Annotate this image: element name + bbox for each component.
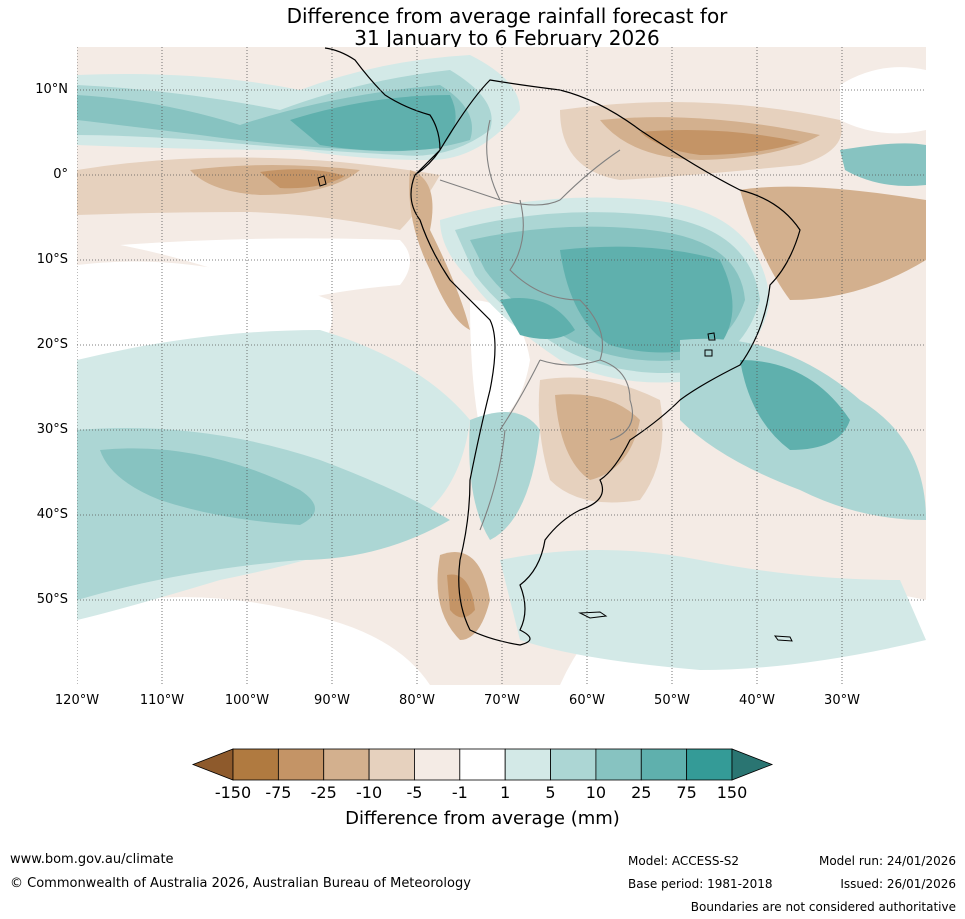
wet-anomaly-equatorial-atlantic [840, 143, 926, 186]
near-normal-region [840, 67, 926, 134]
colorbar-tick-label: -5 [406, 783, 423, 802]
colorbar [191, 748, 774, 781]
colorbar-tick-label: -10 [356, 783, 383, 802]
dry-anomaly-coast [409, 170, 470, 330]
galapagos-islands [317, 175, 327, 187]
wet-anomaly-bolivia [500, 298, 575, 339]
lon-label: 90°W [314, 693, 350, 708]
lon-label: 30°W [824, 693, 860, 708]
colorbar-segment [414, 748, 461, 781]
footer-model: Model: ACCESS-S2 [628, 854, 740, 868]
lat-label: 40°S [36, 507, 68, 522]
dry-anomaly-ne-brazil [740, 186, 926, 300]
lon-label: 40°W [739, 693, 775, 708]
colorbar-tick-label: 1 [500, 783, 511, 802]
wet-anomaly-south-atlantic [500, 550, 926, 670]
dry-anomaly-argentina-core [555, 394, 640, 480]
colorbar-segment [640, 748, 688, 781]
wet-anomaly-amazon-core [560, 246, 733, 353]
colorbar-tick-label: -150 [214, 783, 252, 802]
wet-anomaly-se-atlantic-core [740, 360, 850, 450]
lon-label: 120°W [54, 693, 100, 708]
footer-url: www.bom.gov.au/climate [10, 852, 174, 867]
colorbar-segment [459, 748, 506, 781]
lon-label: 70°W [484, 693, 520, 708]
colorbar-label: Difference from average (mm) [345, 808, 620, 829]
footer-model-run: Model run: 24/01/2026 [818, 854, 956, 868]
near-normal-region [77, 597, 430, 685]
map-title-line-2: 31 January to 6 February 2026 [354, 26, 660, 50]
colorbar-segment [686, 748, 733, 781]
south-georgia-island [773, 635, 793, 642]
colorbar-tick-label: -25 [310, 783, 337, 802]
footer-issued: Issued: 26/01/2026 [840, 877, 956, 891]
lon-label: 100°W [224, 693, 270, 708]
colorbar-segment [504, 748, 551, 781]
near-normal-region [470, 300, 530, 430]
colorbar-tick-label: -75 [265, 783, 292, 802]
dry-anomaly-core [260, 169, 345, 189]
colorbar-segment [277, 748, 325, 781]
wet-anomaly-south-pacific-core [100, 448, 315, 525]
colorbar-segment [550, 748, 597, 781]
dry-anomaly-south-chile-core [447, 574, 475, 618]
falkland-islands [578, 611, 608, 619]
near-normal-region [120, 238, 410, 300]
map-title-line-1: Difference from average rainfall forecas… [286, 4, 728, 28]
colorbar-arrow-high [731, 748, 774, 781]
colorbar-tick-label: 10 [585, 783, 607, 802]
colorbar-segment [323, 748, 370, 781]
lat-label: 10°S [36, 252, 68, 267]
colorbar-arrow-low [191, 748, 234, 781]
lon-label: 110°W [139, 693, 185, 708]
colorbar-segment [232, 748, 279, 781]
dry-anomaly-north-brazil-core [640, 129, 800, 155]
wet-anomaly-central-chile [469, 412, 540, 540]
lon-label: 80°W [399, 693, 435, 708]
colorbar-tick-label: 150 [716, 783, 748, 802]
lon-label: 60°W [569, 693, 605, 708]
footer-disclaimer: Boundaries are not considered authoritat… [690, 900, 956, 914]
colorbar-segments [232, 748, 733, 781]
south-america-coastline [324, 47, 801, 646]
lat-label: 50°S [36, 592, 68, 607]
graticule [77, 47, 926, 685]
lat-label: 10°N [35, 82, 68, 97]
footer-base-period: Base period: 1981-2018 [628, 877, 773, 891]
colorbar-tick-label: 5 [545, 783, 556, 802]
rainfall-anomaly-field [77, 47, 926, 685]
wet-anomaly-itcz-core [290, 95, 456, 151]
lat-label: 30°S [36, 422, 68, 437]
country-borders [439, 119, 634, 531]
lat-label: 0° [53, 167, 68, 182]
lat-label: 20°S [36, 337, 68, 352]
island [704, 349, 713, 357]
lon-label: 50°W [654, 693, 690, 708]
colorbar-tick-label: 25 [631, 783, 652, 802]
colorbar-segment [595, 748, 642, 781]
island [707, 332, 716, 341]
colorbar-segment [368, 748, 415, 781]
colorbar-tick-label: 75 [676, 783, 697, 802]
colorbar-tick-label: -1 [451, 783, 468, 802]
footer-copyright: © Commonwealth of Australia 2026, Austra… [10, 876, 471, 891]
